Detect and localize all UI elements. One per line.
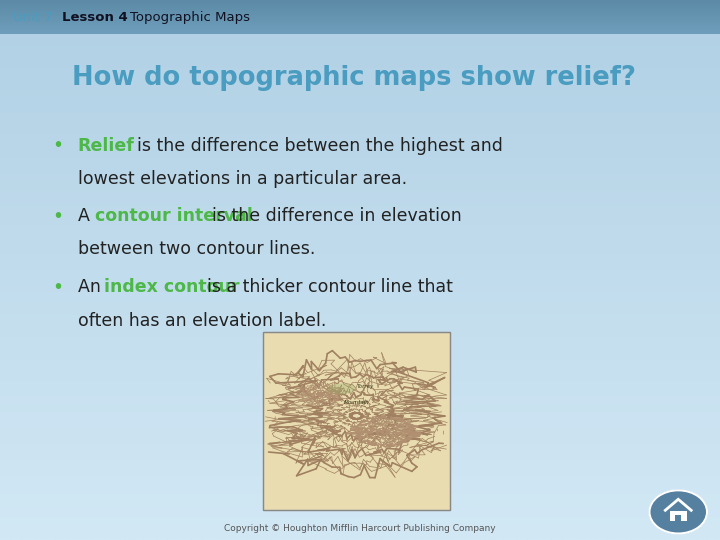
Text: contour interval: contour interval (95, 207, 253, 225)
Circle shape (649, 490, 707, 534)
Text: Lesson 4: Lesson 4 (62, 10, 127, 24)
Text: A: A (78, 207, 95, 225)
Text: is the difference between the highest and: is the difference between the highest an… (137, 137, 503, 155)
Text: between two contour lines.: between two contour lines. (78, 240, 315, 259)
Text: •: • (52, 278, 63, 297)
Text: often has an elevation label.: often has an elevation label. (78, 312, 326, 330)
Text: is the difference in elevation: is the difference in elevation (212, 207, 462, 225)
Text: is a thicker contour line that: is a thicker contour line that (207, 278, 452, 296)
Text: An: An (78, 278, 106, 296)
Text: Relief: Relief (78, 137, 135, 155)
Text: •: • (52, 206, 63, 226)
Text: Copyright © Houghton Mifflin Harcourt Publishing Company: Copyright © Houghton Mifflin Harcourt Pu… (224, 524, 496, 532)
Bar (263, 332, 450, 510)
Bar (675, 515, 681, 521)
Bar (263, 332, 450, 510)
Text: index contour: index contour (104, 278, 240, 296)
Text: Mountain: Mountain (343, 400, 369, 405)
Text: lowest elevations in a particular area.: lowest elevations in a particular area. (78, 170, 407, 188)
Text: How do topographic maps show relief?: How do topographic maps show relief? (72, 65, 636, 91)
Bar (670, 511, 687, 521)
Text: •: • (52, 136, 63, 156)
Text: Unit 7: Unit 7 (13, 10, 53, 24)
Text: Topographic Maps: Topographic Maps (130, 10, 251, 24)
Text: Torrey: Torrey (356, 383, 374, 389)
Ellipse shape (328, 383, 356, 394)
